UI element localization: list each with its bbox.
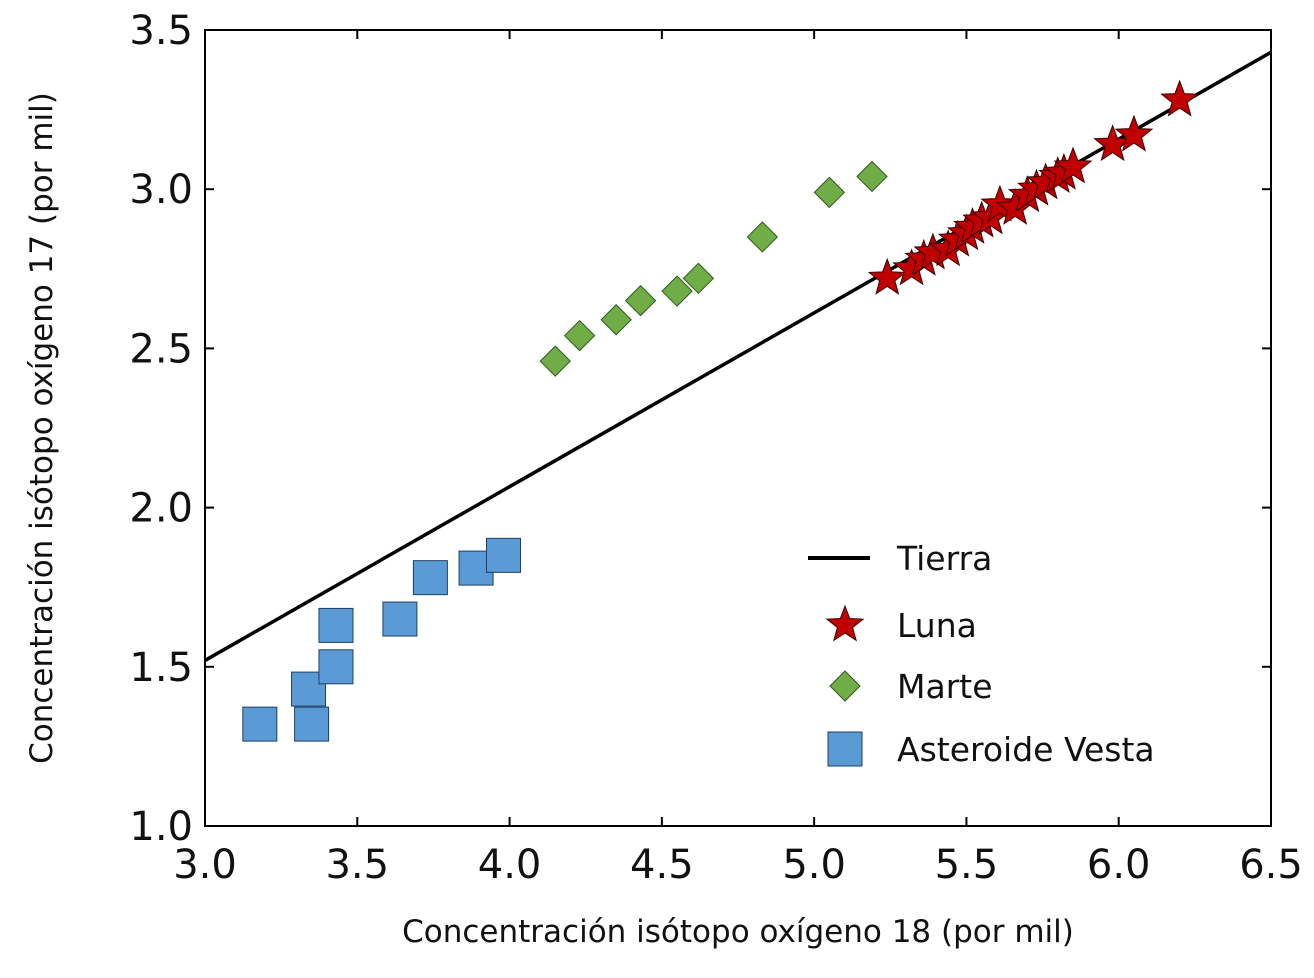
square-point [242, 706, 278, 742]
y-tick-label: 1.0 [129, 804, 193, 850]
diamond-point [746, 221, 779, 253]
x-tick-label: 5.5 [935, 842, 999, 888]
square-point [382, 601, 418, 637]
legend-label: Luna [897, 606, 977, 645]
series-star [867, 79, 1200, 295]
legend-label: Asteroide Vesta [897, 730, 1155, 769]
x-tick-label: 4.0 [478, 842, 542, 888]
y-tick-label: 3.5 [129, 8, 193, 54]
diamond-point [600, 304, 632, 336]
diamond-point [539, 345, 571, 377]
x-tick-label: 4.5 [630, 842, 694, 888]
series-diamond [539, 160, 888, 377]
square-point [318, 607, 354, 643]
legend-label: Tierra [896, 539, 992, 578]
y-tick-label: 2.5 [129, 326, 193, 372]
legend-square-swatch [827, 731, 863, 767]
tierra-line [205, 50, 1271, 662]
plot-frame [204, 29, 1272, 827]
plot-area [205, 50, 1271, 742]
star-point [867, 257, 907, 295]
legend-diamond-swatch [829, 670, 861, 702]
x-tick-label: 5.0 [782, 842, 846, 888]
legend: Tierra Luna Marte Asteroide Vesta [808, 539, 1155, 769]
x-tick-label: 3.5 [325, 842, 389, 888]
legend-star-swatch [825, 604, 865, 642]
star-point [1114, 114, 1154, 152]
series-square [242, 537, 521, 742]
diamond-point [563, 319, 596, 352]
y-axis: 1.0 1.5 2.0 2.5 3.0 3.5 [129, 8, 1271, 850]
x-axis: 3.0 3.5 4.0 4.5 5.0 5.5 6.0 6.5 [173, 30, 1303, 888]
diamond-point [624, 284, 657, 317]
y-axis-title: Concentración isótopo oxígeno 17 (por mi… [24, 92, 60, 764]
y-tick-label: 1.5 [129, 645, 193, 691]
diamond-point [856, 160, 888, 193]
diamond-point [813, 176, 846, 209]
square-point [318, 649, 354, 685]
diamond-point [661, 275, 693, 307]
square-point [294, 706, 330, 742]
x-tick-label: 6.0 [1087, 842, 1151, 888]
x-axis-title: Concentración isótopo oxígeno 18 (por mi… [402, 914, 1074, 950]
x-tick-label: 3.0 [173, 842, 237, 888]
x-tick-label: 6.5 [1239, 842, 1303, 888]
legend-label: Marte [897, 667, 993, 706]
star-point [1053, 146, 1093, 184]
star-point [1160, 79, 1200, 117]
square-point [412, 560, 448, 596]
y-tick-label: 3.0 [129, 167, 193, 213]
square-point [485, 537, 521, 573]
diamond-point [682, 262, 715, 295]
y-tick-label: 2.0 [129, 486, 193, 532]
